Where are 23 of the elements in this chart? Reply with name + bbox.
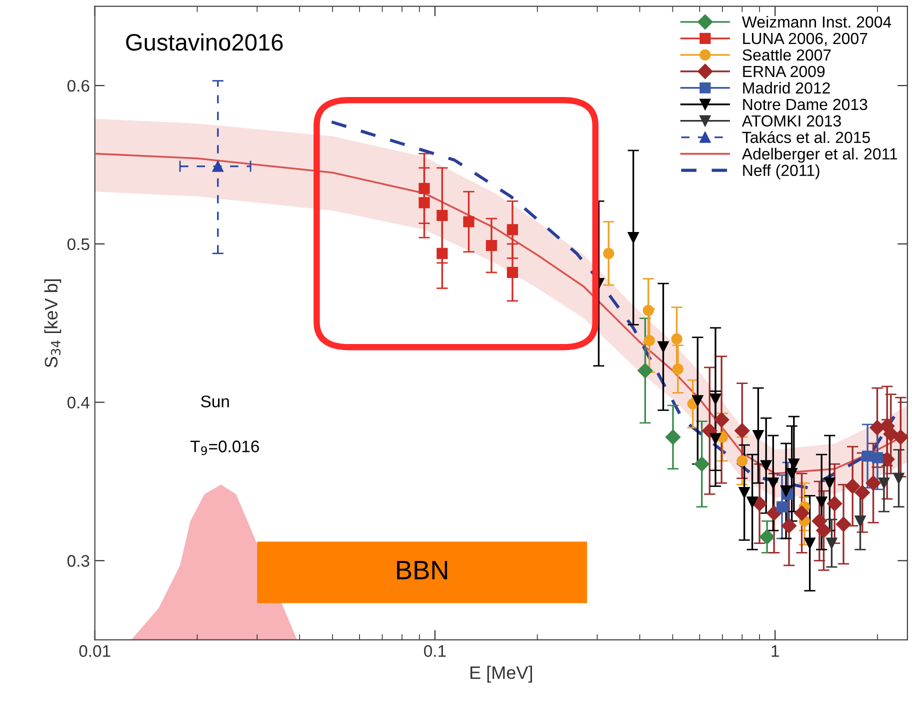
legend-label: ATOMKI 2013 [742,115,841,127]
annotation: Sun [201,396,229,408]
legend-label: Takács et al. 2015 [742,131,870,144]
y-tick-label: 0.4 [67,396,90,408]
x-tick-label: 0.01 [79,645,110,657]
x-tick-label: 1 [772,645,779,657]
legend-label: Weizmann Inst. 2004 [742,16,892,28]
legend-label: Seattle 2007 [742,48,831,61]
legend-label: Neff (2011) [743,164,820,180]
legend-label: LUNA 2006, 2007 [743,32,868,46]
x-tick-label: 0.1 [424,645,446,657]
legend-label: Madrid 2012 [743,82,830,94]
band-label: BBN [397,561,448,580]
annotation: T$_{9}$=0.016 [190,440,259,456]
y-tick-label: 0.3 [67,555,90,567]
legend-label: Notre Dame 2013 [743,98,868,110]
legend-label: Adelberger et al. 2011 [742,148,898,163]
x-axis-title: E [MeV] [470,666,532,683]
annotation: Gustavino2016 [126,33,283,51]
y-axis-title: S$_{34}$ [keV b] [44,279,62,368]
legend-label: ERNA 2009 [743,66,825,78]
y-tick-label: 0.5 [67,238,90,250]
y-tick-label: 0.6 [67,80,90,92]
